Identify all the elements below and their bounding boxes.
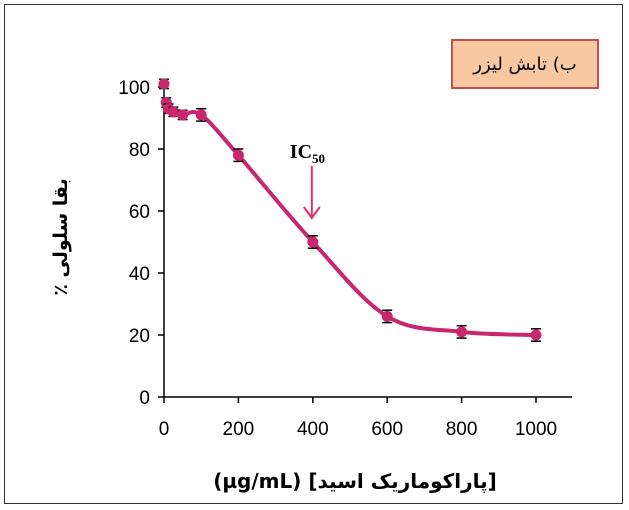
ic50-arrow-head: [302, 206, 321, 220]
panel-label: ب) تابش لیزر: [473, 53, 577, 75]
ic50-label-main: IC: [290, 141, 312, 163]
x-tick-label: 1000: [515, 419, 557, 440]
y-tick-label: 20: [129, 326, 150, 347]
x-tick-label: 800: [446, 419, 478, 440]
ic50-annotation: IC50: [290, 141, 325, 220]
x-tick-label: 400: [297, 419, 329, 440]
data-point: [195, 109, 207, 121]
ic50-label-sub: 50: [312, 151, 325, 166]
x-axis-title: (µg/mL) [پاراکوماریک اسید]: [213, 469, 497, 494]
data-point: [232, 149, 244, 161]
x-tick-label: 0: [159, 419, 170, 440]
ic50-label: IC50: [290, 141, 325, 166]
y-tick-label: 60: [129, 202, 150, 223]
y-tick-label: 80: [129, 140, 150, 161]
figure-frame: 0 20 40 60 80 100 0 200 400 600 800 1000 IC50 بقا س…: [4, 4, 623, 504]
y-tick-label: 40: [129, 264, 150, 285]
data-point: [530, 329, 542, 341]
data-point: [177, 109, 189, 121]
data-point: [158, 78, 170, 90]
data-point: [381, 310, 393, 322]
data-point: [307, 236, 319, 248]
x-tick-label: 200: [223, 419, 255, 440]
x-tick-label: 600: [371, 419, 403, 440]
series-line: [164, 101, 537, 337]
series-layer: [158, 78, 542, 342]
data-point: [456, 326, 468, 338]
axes: [163, 81, 572, 398]
y-tick-label: 0: [139, 388, 150, 409]
panel-label-box: ب) تابش لیزر: [451, 39, 599, 89]
y-axis-title: بقا سلولی ٪: [50, 178, 72, 295]
y-tick-label: 100: [118, 78, 150, 99]
data-point: [167, 106, 179, 118]
